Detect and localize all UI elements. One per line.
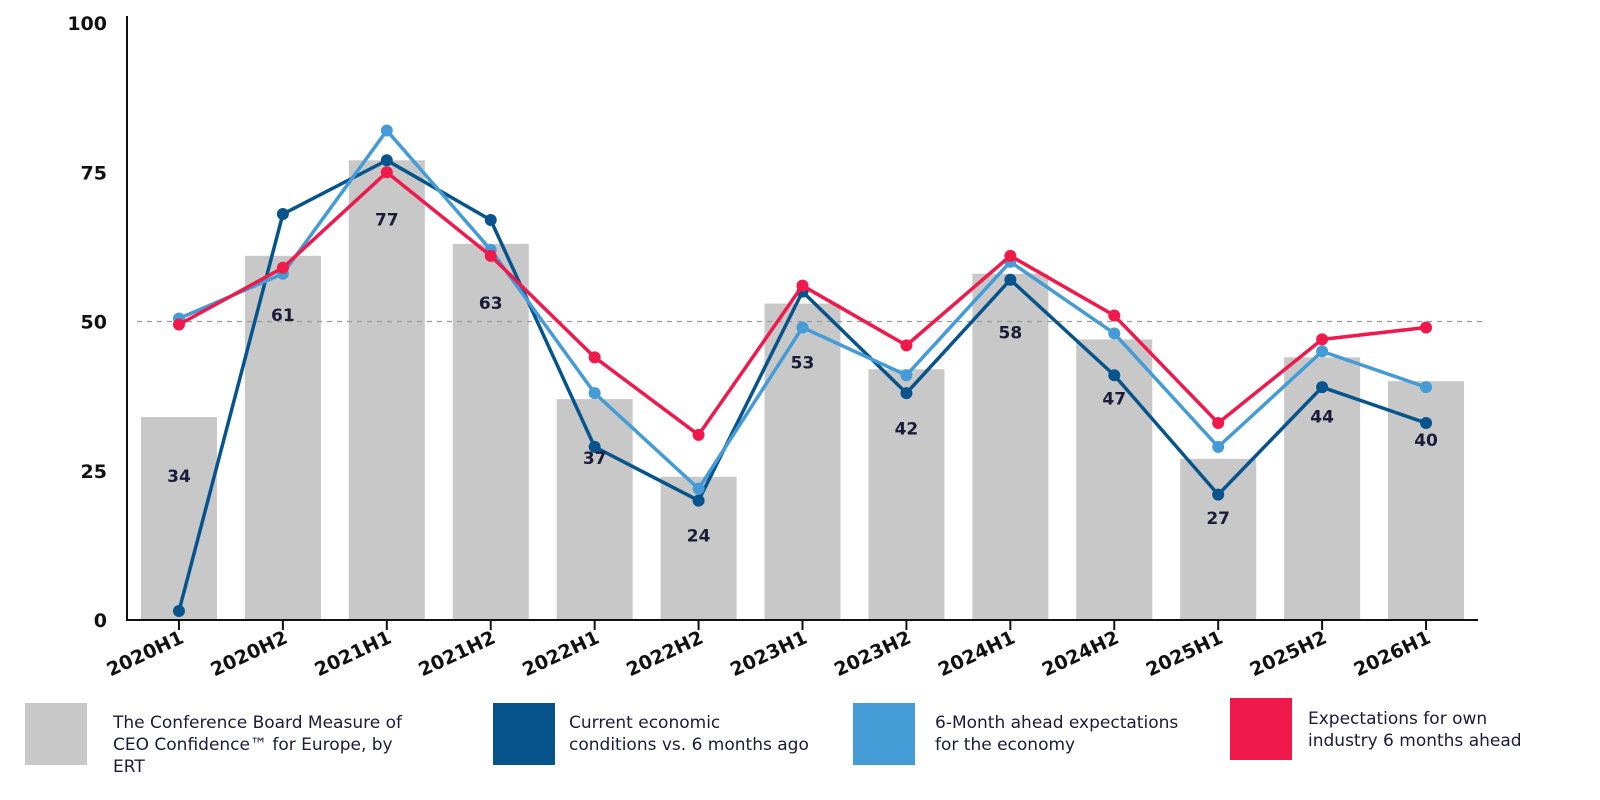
point-current-economic-conditions-vs-6-months-ago-2020h2 xyxy=(276,208,289,221)
y-tick-label-25: 25 xyxy=(81,461,107,483)
bar-label-2024h2: 47 xyxy=(1102,389,1126,409)
point-expectations-for-own-industry-6-months-ahead-2021h2 xyxy=(484,249,497,262)
legend-label-line: for the economy xyxy=(935,735,1076,755)
point-6-month-ahead-expectations-for-the-economy-2026h1 xyxy=(1420,381,1433,394)
bar-label-2023h1: 53 xyxy=(791,354,815,374)
point-current-economic-conditions-vs-6-months-ago-2025h2 xyxy=(1316,381,1329,394)
series-lines-layer xyxy=(172,124,1433,618)
legend-label-line: industry 6 months ahead xyxy=(1308,731,1522,751)
bar-label-2024h1: 58 xyxy=(999,324,1023,344)
point-current-economic-conditions-vs-6-months-ago-2023h2 xyxy=(900,387,913,400)
point-6-month-ahead-expectations-for-the-economy-2025h2 xyxy=(1316,345,1329,358)
point-current-economic-conditions-vs-6-months-ago-2022h1 xyxy=(588,440,601,453)
point-6-month-ahead-expectations-for-the-economy-2022h1 xyxy=(588,387,601,400)
legend-label-line: Current economic xyxy=(569,713,721,733)
bar-label-2022h1: 37 xyxy=(583,449,607,469)
point-6-month-ahead-expectations-for-the-economy-2023h1 xyxy=(796,321,809,334)
point-expectations-for-own-industry-6-months-ahead-2022h2 xyxy=(692,428,705,441)
legend-label-industry-expectations: Expectations for own industry 6 months a… xyxy=(1308,708,1600,752)
point-expectations-for-own-industry-6-months-ahead-2022h1 xyxy=(588,351,601,364)
point-current-economic-conditions-vs-6-months-ago-2026h1 xyxy=(1420,416,1433,429)
point-6-month-ahead-expectations-for-the-economy-2025h1 xyxy=(1212,440,1225,453)
bar-label-2026h1: 40 xyxy=(1414,431,1438,451)
point-current-economic-conditions-vs-6-months-ago-2021h1 xyxy=(380,154,393,167)
bar-2021h2 xyxy=(452,243,529,620)
bar-label-2021h2: 63 xyxy=(479,294,503,314)
point-6-month-ahead-expectations-for-the-economy-2024h2 xyxy=(1108,327,1121,340)
x-tick-label-2020h1: 2020H1 xyxy=(103,627,187,682)
x-tick-label-2024h2: 2024H2 xyxy=(1039,627,1123,682)
y-tick-label-100: 100 xyxy=(67,13,107,35)
legend-label-ceo-confidence: The Conference Board Measure of CEO Conf… xyxy=(113,712,413,778)
bar-2024h2 xyxy=(1076,339,1153,620)
legend-label-current-conditions: Current economic conditions vs. 6 months… xyxy=(569,712,869,756)
bar-2021h1 xyxy=(348,160,425,620)
legend-label-line: The Conference Board Measure of xyxy=(113,713,402,733)
point-6-month-ahead-expectations-for-the-economy-2023h2 xyxy=(900,369,913,382)
bar-2025h1 xyxy=(1180,458,1257,620)
point-expectations-for-own-industry-6-months-ahead-2025h1 xyxy=(1212,416,1225,429)
bar-2020h1 xyxy=(140,417,217,620)
legend-label-line: Expectations for own xyxy=(1308,709,1488,729)
legend-label-line: CEO Confidence™ for Europe, by ERT xyxy=(113,735,393,777)
x-tick-label-2023h1: 2023H1 xyxy=(727,627,811,682)
bar-2022h1 xyxy=(556,399,633,620)
bar-2023h2 xyxy=(868,369,945,620)
point-expectations-for-own-industry-6-months-ahead-2025h2 xyxy=(1316,333,1329,346)
x-tick-label-2025h2: 2025H2 xyxy=(1247,627,1331,682)
legend-swatch-industry-expectations xyxy=(1230,698,1292,760)
point-expectations-for-own-industry-6-months-ahead-2020h1 xyxy=(172,318,185,331)
x-tick-label-2021h2: 2021H2 xyxy=(415,627,499,682)
legend-label-line: conditions vs. 6 months ago xyxy=(569,735,809,755)
point-expectations-for-own-industry-6-months-ahead-2023h1 xyxy=(796,279,809,292)
legend: The Conference Board Measure of CEO Conf… xyxy=(0,698,1600,800)
point-current-economic-conditions-vs-6-months-ago-2025h1 xyxy=(1212,488,1225,501)
point-current-economic-conditions-vs-6-months-ago-2021h2 xyxy=(484,214,497,227)
bar-label-2023h2: 42 xyxy=(895,419,919,439)
bar-label-2020h1: 34 xyxy=(167,467,191,487)
bar-label-2025h2: 44 xyxy=(1310,407,1334,427)
point-current-economic-conditions-vs-6-months-ago-2022h2 xyxy=(692,494,705,507)
point-expectations-for-own-industry-6-months-ahead-2021h1 xyxy=(380,166,393,179)
bar-label-2025h1: 27 xyxy=(1206,509,1230,529)
point-expectations-for-own-industry-6-months-ahead-2024h1 xyxy=(1004,249,1017,262)
x-tick-label-2022h2: 2022H2 xyxy=(623,627,707,682)
x-tick-label-2021h1: 2021H1 xyxy=(311,627,395,682)
point-expectations-for-own-industry-6-months-ahead-2026h1 xyxy=(1420,321,1433,334)
bar-2023h1 xyxy=(764,303,841,620)
legend-label-economy-expectations: 6-Month ahead expectations for the econo… xyxy=(935,712,1235,756)
x-tick-label-2020h2: 2020H2 xyxy=(207,627,291,682)
legend-swatch-economy-expectations xyxy=(853,703,915,765)
x-tick-label-2023h2: 2023H2 xyxy=(831,627,915,682)
chart-canvas: 0 25 50 75 100 2020H1 2020H2 2021H1 2021H2 2022H1… xyxy=(67,13,1486,682)
x-tick-label-2026h1: 2026H1 xyxy=(1351,627,1435,682)
bar-label-2022h2: 24 xyxy=(687,527,711,547)
point-current-economic-conditions-vs-6-months-ago-2020h1 xyxy=(172,605,185,618)
x-tick-label-2022h1: 2022H1 xyxy=(519,627,603,682)
point-6-month-ahead-expectations-for-the-economy-2021h1 xyxy=(380,124,393,137)
point-expectations-for-own-industry-6-months-ahead-2020h2 xyxy=(276,261,289,274)
point-expectations-for-own-industry-6-months-ahead-2024h2 xyxy=(1108,309,1121,322)
point-expectations-for-own-industry-6-months-ahead-2023h2 xyxy=(900,339,913,352)
point-current-economic-conditions-vs-6-months-ago-2024h1 xyxy=(1004,273,1017,286)
bar-label-2020h2: 61 xyxy=(271,306,295,326)
x-tick-label-2025h1: 2025H1 xyxy=(1143,627,1227,682)
bar-labels-layer: 34 61 77 63 37 24 53 42 58 47 27 44 40 xyxy=(167,210,1438,546)
bar-2025h2 xyxy=(1284,357,1361,620)
y-tick-label-50: 50 xyxy=(81,312,107,334)
y-tick-label-0: 0 xyxy=(94,610,107,632)
point-6-month-ahead-expectations-for-the-economy-2022h2 xyxy=(692,482,705,495)
legend-label-line: 6-Month ahead expectations xyxy=(935,713,1179,733)
y-tick-label-75: 75 xyxy=(81,162,107,184)
x-tick-label-2024h1: 2024H1 xyxy=(935,627,1019,682)
legend-swatch-current-conditions xyxy=(493,703,555,765)
legend-swatch-ceo-confidence xyxy=(25,703,87,765)
point-current-economic-conditions-vs-6-months-ago-2024h2 xyxy=(1108,369,1121,382)
bar-2024h1 xyxy=(972,273,1049,620)
bars-layer xyxy=(140,160,1465,620)
bar-label-2021h1: 77 xyxy=(375,210,399,230)
